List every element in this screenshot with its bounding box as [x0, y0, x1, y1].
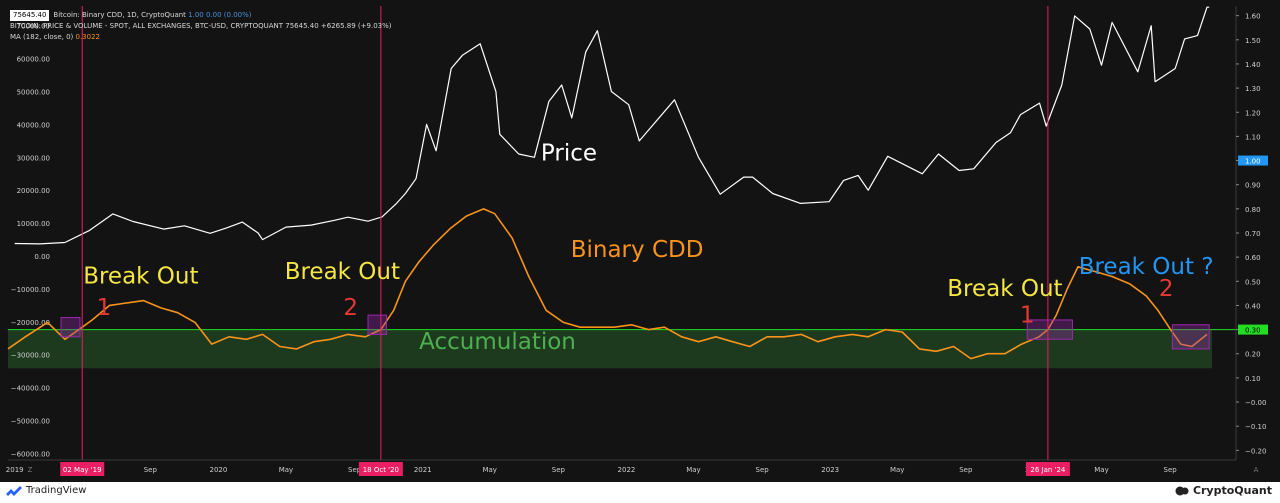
left-axis-tick: −30000.00	[11, 352, 50, 360]
header-line-2: BITCOIN: PRICE & VOLUME - SPOT, ALL EXCH…	[10, 21, 392, 32]
event-date-label: 02 May '19	[63, 466, 102, 474]
right-axis-tick: 0.10	[1245, 375, 1261, 383]
chart-annotation: Break Out	[83, 264, 198, 290]
header-values-1: 1.00 0.00 (0.00%)	[188, 11, 252, 19]
header-values-2: 75645.40 +6265.89 (+9.03%)	[285, 22, 392, 30]
header-line-3: MA (182, close, 0) 0.3022	[10, 32, 392, 43]
chart-annotation: 2	[1159, 276, 1174, 302]
threshold-value-tag	[1238, 324, 1268, 335]
x-axis-tick: 2023	[821, 466, 839, 474]
x-axis-tick: May	[686, 466, 700, 474]
header-values-3: 0.3022	[75, 33, 101, 41]
footer-bar: TradingView CryptoQuant	[0, 482, 1280, 503]
x-axis-tick: Sep	[959, 466, 973, 474]
left-axis-tick: 60000.00	[17, 56, 50, 64]
right-axis-tick: 1.10	[1245, 133, 1261, 141]
right-axis-tick: 1.30	[1245, 85, 1261, 93]
left-axis-tick: 70000.00	[17, 23, 50, 31]
right-axis-tick: 0.50	[1245, 278, 1261, 286]
right-axis-tick: −0.20	[1245, 447, 1266, 455]
chart-annotation: Break Out ?	[1079, 254, 1214, 280]
x-axis-tick: Sep	[1164, 466, 1178, 474]
plot-area	[8, 6, 1236, 460]
right-axis-tick: 0.20	[1245, 351, 1261, 359]
chart-annotation: Break Out	[947, 276, 1062, 302]
chart-annotation: 2	[343, 295, 358, 321]
left-axis-tick: −40000.00	[11, 385, 50, 393]
cryptoquant-label: CryptoQuant	[1192, 484, 1272, 497]
x-axis-tick: May	[279, 466, 293, 474]
chart-annotation: Break Out	[285, 259, 400, 285]
header-title-2: BITCOIN: PRICE & VOLUME - SPOT, ALL EXCH…	[10, 22, 284, 30]
chart-annotation: Accumulation	[419, 329, 576, 355]
chart-annotation: Binary CDD	[571, 237, 704, 263]
tradingview-logo-icon	[6, 485, 22, 496]
right-axis-tick: 1.50	[1245, 37, 1261, 45]
breakout-box	[1171, 324, 1210, 350]
price-series-line	[14, 6, 1210, 245]
x-axis-tick: Sep	[552, 466, 566, 474]
threshold-value-label: 0.30	[1245, 327, 1261, 335]
event-date-tag	[60, 462, 105, 476]
event-date-label: 18 Oct '20	[363, 466, 399, 474]
binary-cdd-series-line	[7, 208, 1208, 360]
right-axis-tick: 0.60	[1245, 254, 1261, 262]
right-axis-tick: 0.90	[1245, 182, 1261, 190]
x-axis-tick: 2022	[618, 466, 636, 474]
x-axis-tick: 2020	[210, 466, 228, 474]
cryptoquant-brand[interactable]: CryptoQuant	[1175, 484, 1272, 497]
current-price-tag: 75645.40	[10, 10, 50, 21]
breakout-box	[60, 317, 81, 338]
breakout-box	[1026, 319, 1073, 340]
x-axis-tick: 2021	[414, 466, 432, 474]
x-axis-tick: 2019	[6, 466, 24, 474]
chart-annotation: Price	[541, 141, 597, 167]
right-axis-tick: 1.40	[1245, 61, 1261, 69]
right-axis-tick: −0.10	[1245, 423, 1266, 431]
right-axis-tick: 0.40	[1245, 302, 1261, 310]
x-axis-corner-label: Z	[28, 466, 33, 474]
x-axis-tick: Sep	[756, 466, 770, 474]
left-axis-tick: 40000.00	[17, 121, 50, 129]
current-value-tag	[1238, 155, 1268, 166]
x-axis-tick: Sep	[144, 466, 158, 474]
cryptoquant-logo-icon	[1175, 486, 1189, 495]
chart-annotation: 1	[97, 295, 112, 321]
right-axis-tick: 0.80	[1245, 206, 1261, 214]
right-axis-tick: 1.60	[1245, 13, 1261, 21]
right-axis-tick: 1.20	[1245, 109, 1261, 117]
x-axis-tick: May	[890, 466, 904, 474]
chart-svg: 70000.00 60000.00 50000.00 40000.00 30000.00…	[0, 0, 1280, 482]
x-axis-band	[0, 460, 1280, 482]
left-axis-tick: −10000.00	[11, 286, 50, 294]
left-axis-tick: 20000.00	[17, 187, 50, 195]
right-axis-tick: 0.70	[1245, 230, 1261, 238]
right-axis-tick: −0.00	[1245, 399, 1266, 407]
left-axis-tick: 50000.00	[17, 89, 50, 97]
x-axis-tick: May	[482, 466, 496, 474]
current-value-label: 1.00	[1245, 158, 1261, 166]
header-title-1: Bitcoin: Binary CDD, 1D, CryptoQuant	[53, 11, 186, 19]
header-title-3: MA (182, close, 0)	[10, 33, 74, 41]
accumulation-zone	[8, 329, 1212, 369]
tradingview-label: TradingView	[26, 485, 87, 496]
x-axis-corner-label: A	[1254, 466, 1259, 474]
left-axis-tick: 0.00	[34, 253, 50, 261]
header-line-1: 75645.40 Bitcoin: Binary CDD, 1D, CryptoQ…	[10, 10, 392, 21]
chart-annotation: 1	[1020, 302, 1035, 328]
x-axis-tick: May	[1094, 466, 1108, 474]
tradingview-brand[interactable]: TradingView	[6, 485, 86, 496]
event-date-label: 26 Jan '24	[1030, 466, 1066, 474]
x-axis-tick: Sep	[348, 466, 362, 474]
breakout-box	[367, 314, 387, 335]
event-date-tag	[1025, 462, 1070, 476]
left-axis-tick: −50000.00	[11, 418, 50, 426]
left-axis-tick: −20000.00	[11, 319, 50, 327]
chart-header: 75645.40 Bitcoin: Binary CDD, 1D, CryptoQ…	[10, 10, 392, 43]
left-axis-tick: 10000.00	[17, 220, 50, 228]
left-axis-tick: 30000.00	[17, 154, 50, 162]
left-axis-tick: −60000.00	[11, 450, 50, 458]
event-date-tag	[358, 462, 403, 476]
